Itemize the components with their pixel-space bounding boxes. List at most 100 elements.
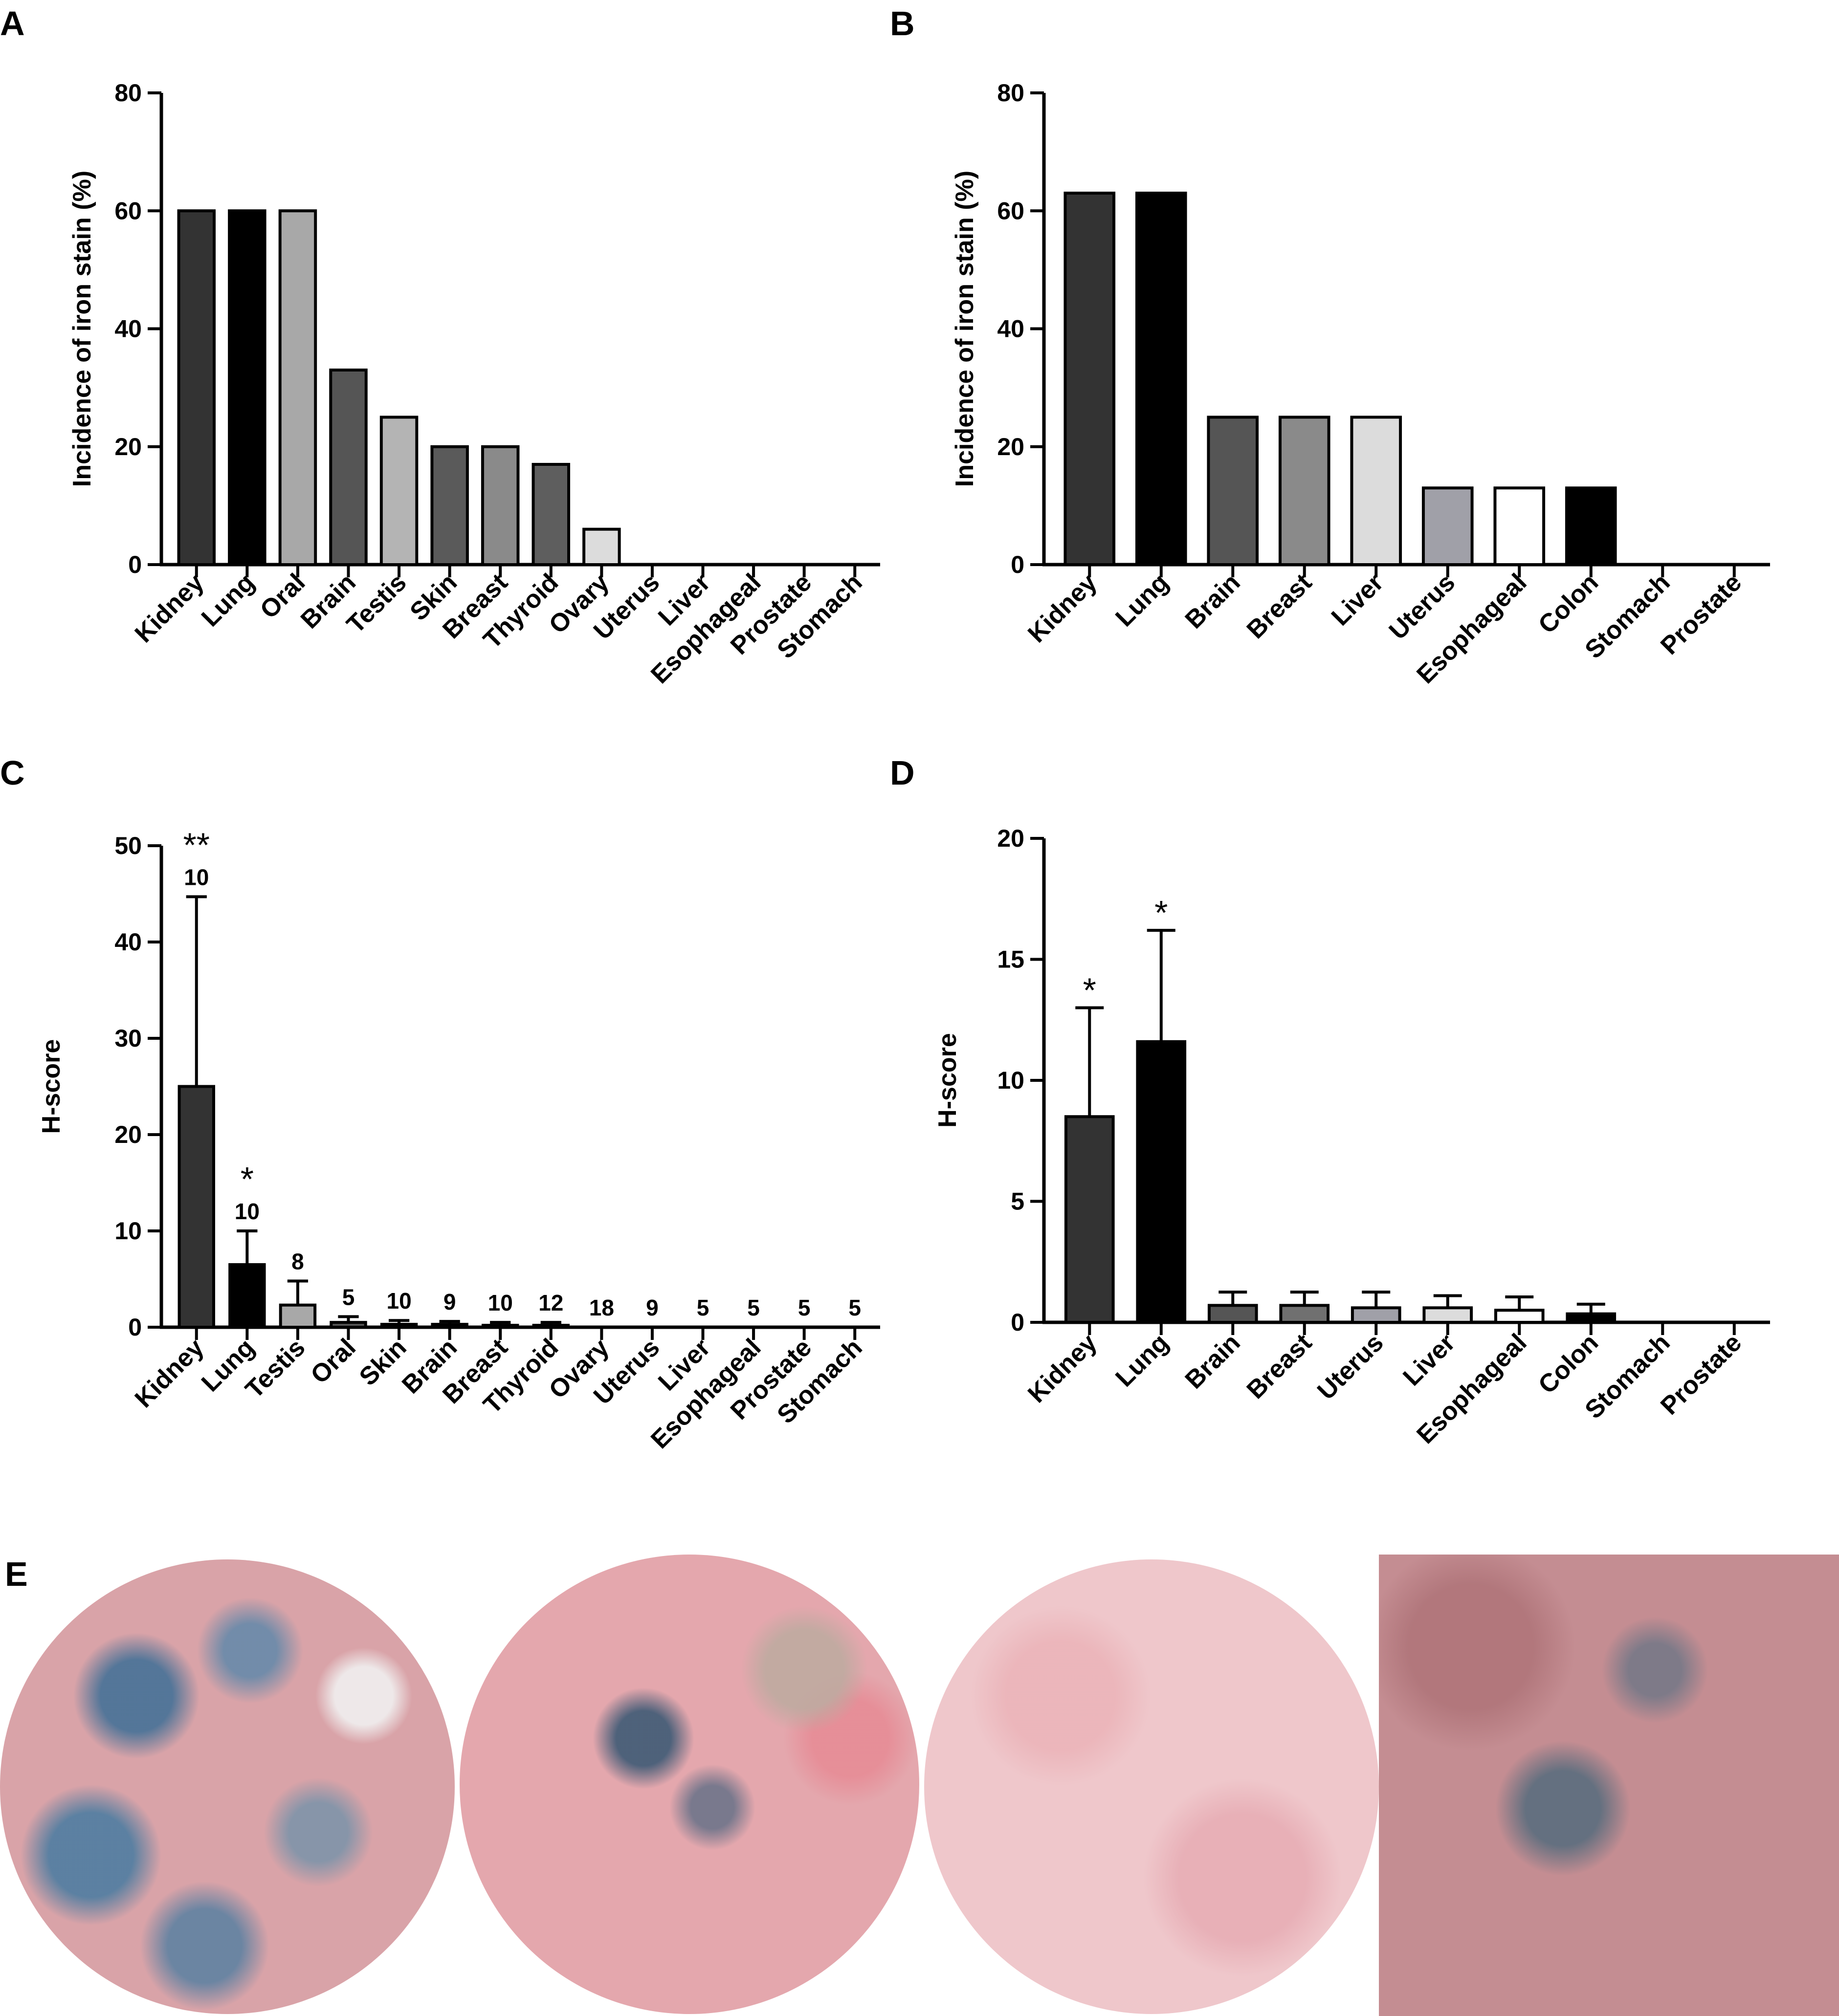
y-axis-title: Incidence of iron stain (%): [951, 171, 979, 487]
bar: [431, 1323, 468, 1329]
n-label: 18: [589, 1295, 614, 1320]
chart-a: 0 20 40 60 80 Incidence of iron stain (%) Kidn…: [68, 79, 880, 689]
bar: [1064, 192, 1116, 566]
significance-label: *: [1154, 894, 1168, 932]
bar: [1135, 192, 1187, 566]
category-label: Liver: [1397, 1328, 1461, 1391]
bar: [1207, 416, 1259, 566]
y-tick-label: 50: [114, 832, 142, 859]
panel-letter-a: A: [0, 4, 25, 43]
y-tick-label: 20: [997, 433, 1024, 460]
y-tick-label: 80: [114, 79, 142, 107]
y-axis-title: H-score: [37, 1039, 66, 1134]
chart-c: 01020304050H-score10**Kidney10*Lung8Test…: [37, 826, 880, 1454]
category-label: Colon: [1533, 1328, 1604, 1399]
category-label: Kidney: [1022, 568, 1103, 648]
category-label: Colon: [1533, 568, 1604, 639]
y-tick-label: 20: [114, 1121, 142, 1148]
category-label: Breast: [1241, 1328, 1317, 1404]
bar: [329, 368, 368, 566]
micrograph-row: E: [0, 1555, 1839, 2016]
y-tick-label: 60: [114, 197, 142, 224]
bar: [481, 445, 520, 566]
micrograph-core-2: [460, 1555, 919, 2014]
bar: [1421, 486, 1474, 566]
significance-label: *: [241, 1160, 254, 1198]
n-label: 5: [848, 1295, 861, 1320]
chart-d: 0 5 10 15 20 H-score * Kidney * Lung BrainBreastUt…: [933, 825, 1770, 1449]
bar: [1136, 1040, 1187, 1324]
category-label: Lung: [1110, 1328, 1174, 1392]
y-tick-label: 5: [1011, 1188, 1024, 1215]
panel-letter-e: E: [5, 1555, 28, 1593]
y-tick-label: 0: [128, 1314, 142, 1341]
micrograph-core-3: [924, 1559, 1379, 2014]
category-label: Breast: [1241, 568, 1317, 644]
category-label: Lung: [1110, 568, 1174, 632]
n-label: 5: [697, 1295, 709, 1320]
panel-letter-b: B: [890, 4, 915, 43]
bar: [330, 1321, 367, 1329]
bar: [1351, 1306, 1401, 1324]
chart-b: 0 20 40 60 80 Incidence of iron stain (%) Kidn…: [951, 79, 1770, 689]
bar: [1493, 486, 1546, 566]
bar: [1565, 486, 1617, 566]
category-label: Kidney: [130, 568, 210, 648]
bar: [1279, 1304, 1330, 1324]
y-axis-title: Incidence of iron stain (%): [68, 171, 96, 487]
bar: [1494, 1309, 1545, 1324]
bar: [1064, 1115, 1115, 1324]
y-tick-label: 80: [997, 79, 1024, 107]
n-label: 5: [798, 1295, 811, 1320]
category-label: Lung: [196, 568, 260, 632]
bar: [228, 1263, 266, 1329]
category-label: Brain: [1180, 568, 1246, 634]
bar: [1278, 416, 1330, 566]
bar: [380, 1323, 418, 1329]
y-tick-label: 20: [997, 825, 1024, 852]
bar: [228, 209, 266, 566]
category-label: Testis: [341, 568, 412, 639]
bar: [177, 209, 216, 566]
y-tick-label: 30: [114, 1025, 142, 1052]
y-tick-label: 0: [1011, 1309, 1024, 1336]
significance-label: **: [183, 826, 210, 864]
category-label: Liver: [1326, 568, 1389, 631]
y-tick-label: 0: [128, 551, 142, 578]
bar: [379, 416, 419, 566]
panel-letter-c: C: [0, 754, 25, 792]
category-label: Kidney: [1022, 1328, 1103, 1408]
significance-label: *: [1083, 971, 1096, 1009]
bar: [532, 1324, 570, 1329]
y-tick-label: 60: [997, 197, 1024, 224]
micrograph-core-1: [0, 1559, 455, 2014]
y-tick-label: 15: [997, 946, 1024, 973]
bar: [279, 1303, 317, 1329]
category-label: Uterus: [1312, 1328, 1389, 1405]
n-label: 10: [488, 1290, 513, 1315]
n-label: 9: [443, 1289, 456, 1315]
bar: [482, 1324, 519, 1329]
category-label: Oral: [305, 1333, 361, 1389]
bar: [177, 1085, 216, 1329]
y-axis-title: H-score: [933, 1033, 962, 1128]
micrograph-tissue-4: [1379, 1555, 1839, 2016]
y-tick-label: 20: [114, 433, 142, 460]
n-label: 10: [235, 1199, 260, 1224]
n-label: 12: [538, 1290, 563, 1315]
bar: [582, 527, 621, 566]
bar: [1422, 1306, 1473, 1324]
y-tick-label: 10: [114, 1217, 142, 1245]
y-tick-label: 40: [997, 315, 1024, 343]
bar: [532, 462, 571, 566]
n-label: 8: [291, 1249, 304, 1274]
y-tick-label: 0: [1011, 551, 1024, 578]
n-label: 5: [342, 1284, 355, 1310]
n-label: 10: [184, 864, 209, 890]
bar: [430, 445, 469, 566]
n-label: 10: [386, 1288, 411, 1314]
category-label: Testis: [240, 1333, 311, 1404]
bar: [278, 209, 317, 566]
category-label: Brain: [1180, 1328, 1246, 1394]
